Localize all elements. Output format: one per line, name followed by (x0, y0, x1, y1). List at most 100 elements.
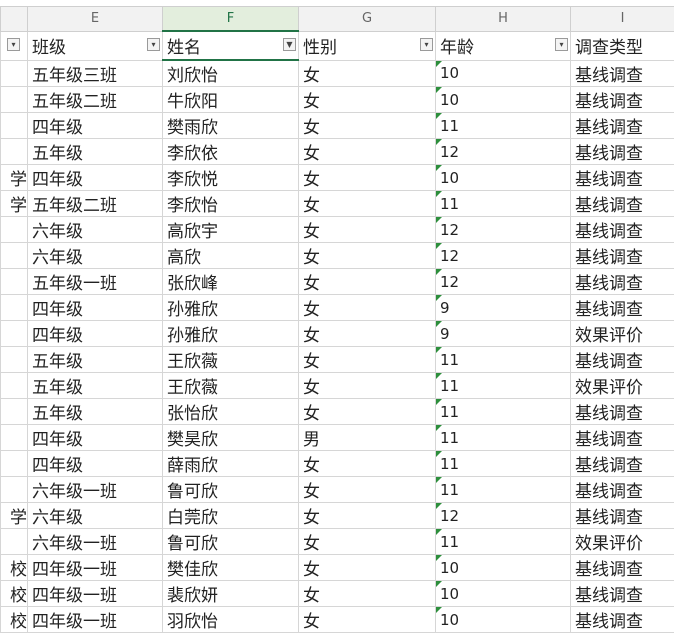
cell[interactable]: 女 (298, 268, 436, 295)
cell[interactable]: 四年级一班 (27, 580, 163, 607)
cell[interactable]: 高欣 (162, 242, 299, 269)
cell[interactable]: 四年级 (27, 164, 163, 191)
cell[interactable]: 基线调查 (570, 398, 674, 425)
cell[interactable]: 10 (435, 580, 571, 607)
filter-button[interactable]: ▾ (420, 37, 433, 51)
cell[interactable]: 女 (298, 450, 436, 477)
cell[interactable]: 10 (435, 606, 571, 633)
cell[interactable]: 四年级 (27, 294, 163, 321)
cell[interactable]: 六年级 (27, 242, 163, 269)
cell[interactable]: 六年级 (27, 216, 163, 243)
cell[interactable]: 基线调查 (570, 138, 674, 165)
cell[interactable]: 四年级 (27, 450, 163, 477)
cell[interactable]: 11 (435, 190, 571, 217)
cell[interactable]: 基线调查 (570, 59, 674, 87)
cell[interactable]: 王欣薇 (162, 346, 299, 373)
cell[interactable]: 樊雨欣 (162, 112, 299, 139)
cell[interactable]: 四年级一班 (27, 554, 163, 581)
cell[interactable]: 11 (435, 398, 571, 425)
cell[interactable]: 孙雅欣 (162, 294, 299, 321)
cell[interactable]: 效果评价 (570, 372, 674, 399)
cell[interactable]: 基线调查 (570, 554, 674, 581)
cell[interactable]: 9 (435, 320, 571, 347)
cell[interactable]: 效果评价 (570, 528, 674, 555)
cell[interactable]: 五年级一班 (27, 268, 163, 295)
cell[interactable]: 基线调查 (570, 164, 674, 191)
cell[interactable]: 基线调查 (570, 268, 674, 295)
cell[interactable]: 五年级 (27, 398, 163, 425)
cell[interactable]: 女 (298, 164, 436, 191)
cell[interactable]: 女 (298, 502, 436, 529)
cell[interactable]: 12 (435, 268, 571, 295)
cell[interactable]: 男 (298, 424, 436, 451)
cell[interactable]: 五年级二班 (27, 86, 163, 113)
cell[interactable]: 女 (298, 476, 436, 503)
cell[interactable]: 基线调查 (570, 294, 674, 321)
cell[interactable]: 基线调查 (570, 450, 674, 477)
cell[interactable]: 女 (298, 216, 436, 243)
cell[interactable]: 六年级一班 (27, 476, 163, 503)
cell[interactable]: 11 (435, 372, 571, 399)
cell[interactable]: 鲁可欣 (162, 476, 299, 503)
cell[interactable]: 11 (435, 112, 571, 139)
cell[interactable]: 女 (298, 528, 436, 555)
cell[interactable]: 基线调查 (570, 476, 674, 503)
cell[interactable]: 鲁可欣 (162, 528, 299, 555)
cell[interactable]: 10 (435, 164, 571, 191)
cell[interactable]: 女 (298, 580, 436, 607)
cell[interactable]: 基线调查 (570, 424, 674, 451)
cell[interactable]: 高欣宇 (162, 216, 299, 243)
filter-button[interactable]: ▾ (7, 37, 20, 51)
cell[interactable]: 基线调查 (570, 112, 674, 139)
cell[interactable]: 裴欣妍 (162, 580, 299, 607)
cell[interactable]: 12 (435, 138, 571, 165)
filter-button[interactable]: ▾ (555, 37, 568, 51)
cell[interactable]: 11 (435, 528, 571, 555)
cell[interactable]: 女 (298, 112, 436, 139)
cell[interactable]: 五年级 (27, 138, 163, 165)
cell[interactable]: 11 (435, 450, 571, 477)
cell[interactable]: 六年级 (27, 502, 163, 529)
cell[interactable]: 女 (298, 59, 436, 87)
cell[interactable]: 牛欣阳 (162, 86, 299, 113)
cell[interactable]: 孙雅欣 (162, 320, 299, 347)
cell[interactable]: 女 (298, 372, 436, 399)
cell[interactable]: 11 (435, 346, 571, 373)
cell[interactable]: 基线调查 (570, 86, 674, 113)
cell[interactable]: 李欣依 (162, 138, 299, 165)
cell[interactable]: 五年级 (27, 346, 163, 373)
cell[interactable]: 五年级 (27, 372, 163, 399)
cell[interactable]: 张怡欣 (162, 398, 299, 425)
cell[interactable]: 女 (298, 294, 436, 321)
cell[interactable]: 四年级 (27, 424, 163, 451)
cell[interactable]: 李欣怡 (162, 190, 299, 217)
cell[interactable]: 女 (298, 138, 436, 165)
cell[interactable]: 基线调查 (570, 580, 674, 607)
cell[interactable]: 张欣峰 (162, 268, 299, 295)
cell[interactable]: 樊佳欣 (162, 554, 299, 581)
filter-button[interactable]: ▾ (147, 37, 160, 51)
cell[interactable]: 薛雨欣 (162, 450, 299, 477)
cell[interactable]: 基线调查 (570, 216, 674, 243)
cell[interactable]: 羽欣怡 (162, 606, 299, 633)
cell[interactable]: 10 (435, 554, 571, 581)
cell[interactable]: 基线调查 (570, 190, 674, 217)
cell[interactable]: 四年级一班 (27, 606, 163, 633)
cell[interactable]: 女 (298, 86, 436, 113)
cell[interactable]: 12 (435, 242, 571, 269)
cell[interactable]: 樊昊欣 (162, 424, 299, 451)
cell[interactable]: 女 (298, 242, 436, 269)
cell[interactable]: 女 (298, 190, 436, 217)
cell[interactable]: 效果评价 (570, 320, 674, 347)
cell[interactable]: 基线调查 (570, 242, 674, 269)
cell[interactable]: 12 (435, 502, 571, 529)
cell[interactable]: 五年级三班 (27, 59, 163, 87)
cell[interactable]: 10 (435, 86, 571, 113)
cell[interactable]: 女 (298, 554, 436, 581)
cell[interactable]: 白莞欣 (162, 502, 299, 529)
cell[interactable]: 10 (435, 59, 571, 87)
cell[interactable]: 李欣悦 (162, 164, 299, 191)
cell[interactable]: 五年级二班 (27, 190, 163, 217)
filter-active-button[interactable]: ▼ (283, 38, 296, 51)
cell[interactable]: 9 (435, 294, 571, 321)
